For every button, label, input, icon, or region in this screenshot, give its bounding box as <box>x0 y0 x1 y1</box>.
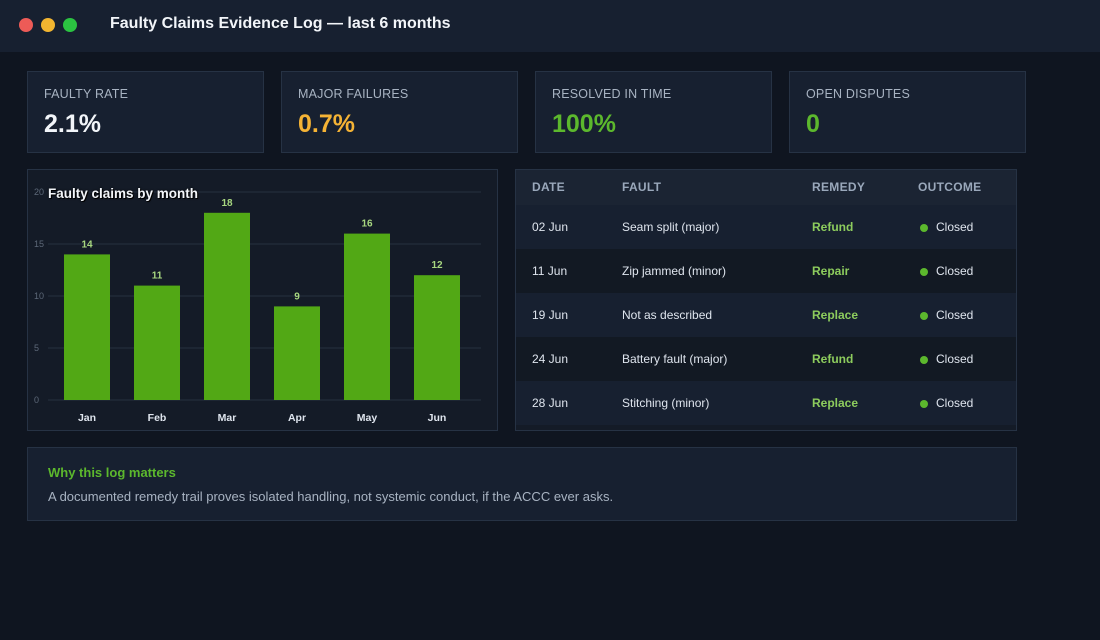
cell-date: 28 Jun <box>532 396 569 410</box>
cell-outcome: Closed <box>936 220 974 234</box>
data-label: 16 <box>361 219 373 230</box>
stat-label: RESOLVED IN TIME <box>552 87 672 101</box>
status-dot-icon <box>920 312 928 320</box>
table-row[interactable]: 02 Jun Seam split (major) Refund Closed <box>516 205 1016 249</box>
cell-date: 02 Jun <box>532 220 569 234</box>
bar <box>204 212 250 400</box>
stat-label: MAJOR FAILURES <box>298 87 409 101</box>
cell-fault: Zip jammed (minor) <box>622 264 727 278</box>
claims-table: DATE FAULT REMEDY OUTCOME 02 Jun Seam sp… <box>515 169 1017 431</box>
stat-card-resolved-in-time: RESOLVED IN TIME 100% <box>535 71 772 153</box>
note-body: A documented remedy trail proves isolate… <box>48 489 614 504</box>
cell-remedy: Replace <box>812 396 859 410</box>
bar <box>274 306 320 400</box>
stat-card-major-failures: MAJOR FAILURES 0.7% <box>281 71 518 153</box>
info-note: Why this log matters A documented remedy… <box>27 447 1017 521</box>
status-dot-icon <box>920 224 928 232</box>
column-header-fault[interactable]: FAULT <box>622 180 662 194</box>
cell-fault: Stitching (minor) <box>622 396 710 410</box>
stat-value: 0.7% <box>298 110 355 138</box>
status-dot-icon <box>920 356 928 364</box>
window-title: Faulty Claims Evidence Log — last 6 mont… <box>110 15 451 32</box>
data-label: 12 <box>431 260 443 271</box>
x-tick-label: Jan <box>78 412 96 424</box>
bar <box>64 254 110 400</box>
table-row[interactable]: 11 Jun Zip jammed (minor) Repair Closed <box>516 249 1016 293</box>
stat-label: FAULTY RATE <box>44 87 129 101</box>
stat-card-faulty-rate: FAULTY RATE 2.1% <box>27 71 264 153</box>
x-tick-label: Feb <box>148 412 167 424</box>
stat-value: 0 <box>806 110 820 138</box>
window-titlebar: Faulty Claims Evidence Log — last 6 mont… <box>0 0 1100 52</box>
chart-title: Faulty claims by month <box>48 186 199 201</box>
data-label: 9 <box>294 291 300 302</box>
maximize-window-button[interactable] <box>63 18 77 32</box>
cell-date: 11 Jun <box>532 264 568 278</box>
minimize-window-button[interactable] <box>41 18 55 32</box>
cell-outcome: Closed <box>936 396 974 410</box>
cell-remedy: Replace <box>812 308 859 322</box>
y-tick-label: 0 <box>34 395 39 405</box>
note-title: Why this log matters <box>48 465 176 480</box>
stat-label: OPEN DISPUTES <box>806 87 911 101</box>
column-header-remedy[interactable]: REMEDY <box>812 180 866 194</box>
cell-remedy: Refund <box>812 220 854 234</box>
x-tick-label: Apr <box>288 412 306 424</box>
bar <box>344 233 390 400</box>
bar <box>134 285 180 400</box>
cell-fault: Battery fault (major) <box>622 352 728 366</box>
table-row[interactable]: 19 Jun Not as described Replace Closed <box>516 293 1016 337</box>
cell-fault: Not as described <box>622 308 713 322</box>
stat-card-open-disputes: OPEN DISPUTES 0 <box>789 71 1026 153</box>
column-header-date[interactable]: DATE <box>532 180 565 194</box>
stat-value: 100% <box>552 110 616 138</box>
status-dot-icon <box>920 268 928 276</box>
cell-date: 19 Jun <box>532 308 569 322</box>
bar <box>414 275 460 400</box>
y-tick-label: 15 <box>34 239 44 249</box>
stat-value: 2.1% <box>44 110 101 138</box>
claims-chart-card: 0 5 10 15 20 14 Jan 11 Feb 18 Mar 9 Apr 16 May 12 Jun Fa… <box>27 169 498 431</box>
data-label: 14 <box>81 239 93 250</box>
y-tick-label: 10 <box>34 291 44 301</box>
x-tick-label: May <box>357 412 378 424</box>
close-window-button[interactable] <box>19 18 33 32</box>
x-tick-label: Mar <box>218 412 237 424</box>
cell-date: 24 Jun <box>532 352 569 366</box>
table-row[interactable]: 24 Jun Battery fault (major) Refund Clos… <box>516 337 1016 381</box>
cell-outcome: Closed <box>936 308 974 322</box>
cell-outcome: Closed <box>936 264 974 278</box>
table-header: DATE FAULT REMEDY OUTCOME <box>516 170 1016 205</box>
status-dot-icon <box>920 400 928 408</box>
column-header-outcome[interactable]: OUTCOME <box>918 180 982 194</box>
cell-outcome: Closed <box>936 352 974 366</box>
table-row[interactable]: 28 Jun Stitching (minor) Replace Closed <box>516 381 1016 425</box>
cell-remedy: Refund <box>812 352 854 366</box>
cell-fault: Seam split (major) <box>622 220 720 234</box>
x-tick-label: Jun <box>428 412 447 424</box>
y-tick-label: 5 <box>34 343 39 353</box>
data-label: 18 <box>221 198 233 209</box>
claims-bar-chart: 0 5 10 15 20 14 Jan 11 Feb 18 Mar 9 Apr 16 May 12 Jun <box>34 187 481 424</box>
data-label: 11 <box>152 271 163 282</box>
cell-remedy: Repair <box>812 264 850 278</box>
y-tick-label: 20 <box>34 187 44 197</box>
